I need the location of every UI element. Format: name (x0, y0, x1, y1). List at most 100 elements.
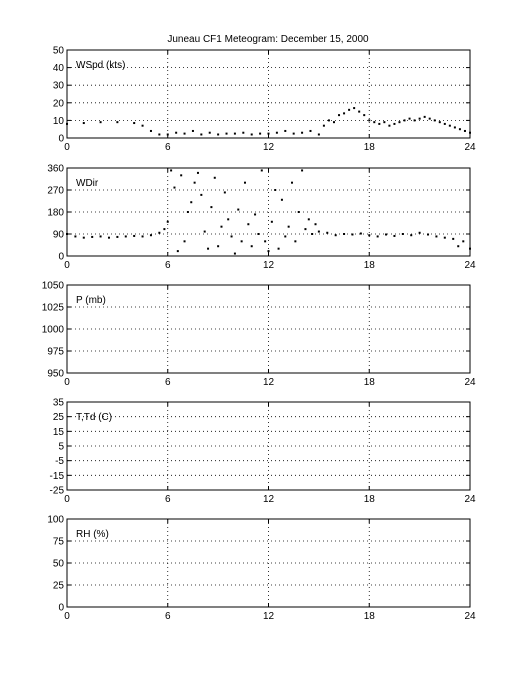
data-point (338, 114, 341, 117)
data-point (393, 122, 396, 125)
data-point (213, 176, 216, 179)
y-tick-label: 360 (47, 164, 64, 175)
data-point (309, 129, 312, 132)
data-point (427, 233, 430, 236)
temp-dewpoint-label: T,Td (C) (76, 412, 112, 423)
data-point (91, 235, 94, 238)
data-point (368, 234, 371, 237)
y-tick-label: -5 (55, 456, 64, 467)
data-point (149, 234, 152, 237)
data-point (186, 211, 189, 213)
x-tick-label: 18 (364, 142, 376, 153)
data-point (284, 235, 287, 238)
wdir-series (66, 169, 471, 255)
data-point (393, 234, 396, 237)
y-tick-label: 50 (53, 559, 65, 570)
data-point (317, 133, 320, 136)
x-tick-label: 0 (64, 142, 70, 153)
data-point (457, 245, 460, 248)
data-point (158, 231, 161, 234)
x-tick-label: 12 (263, 611, 275, 622)
wdir-label: WDir (76, 178, 99, 189)
data-point (230, 235, 233, 238)
y-tick-label: 950 (47, 369, 64, 380)
data-point (401, 233, 404, 235)
data-point (203, 230, 206, 233)
data-point (423, 115, 426, 118)
x-tick-label: 0 (64, 260, 70, 271)
x-tick-label: 18 (364, 260, 376, 271)
y-tick-label: 15 (53, 427, 65, 438)
data-point (183, 240, 186, 243)
data-point (373, 121, 376, 124)
y-tick-label: 100 (47, 515, 64, 526)
data-point (180, 174, 183, 177)
x-tick-label: 24 (464, 142, 476, 153)
data-point (133, 122, 136, 125)
data-point (410, 234, 413, 237)
x-tick-label: 6 (165, 611, 171, 622)
data-point (166, 133, 169, 136)
data-point (326, 231, 329, 234)
data-point (428, 117, 431, 120)
data-point (301, 131, 304, 134)
x-tick-label: 0 (64, 494, 70, 505)
pressure-label: P (mb) (76, 295, 106, 306)
data-point (433, 119, 436, 122)
data-point (304, 228, 307, 231)
data-point (196, 171, 199, 174)
data-point (99, 235, 102, 238)
data-point (403, 119, 406, 122)
data-point (275, 131, 278, 134)
data-point (243, 181, 246, 184)
data-point (175, 131, 178, 134)
data-point (247, 223, 250, 226)
data-point (418, 117, 421, 120)
data-point (190, 201, 193, 204)
wdir-panel: 0 6 12 18 24 0 90 180 270 360 WDir (47, 164, 476, 272)
data-point (307, 218, 310, 221)
x-tick-label: 18 (364, 377, 376, 388)
y-tick-label: 1050 (42, 281, 65, 292)
x-tick-label: 24 (464, 494, 476, 505)
data-point (173, 186, 176, 189)
data-point (291, 181, 294, 184)
wspd-panel: 0 6 12 18 24 0 10 20 30 40 50 WSpd (kts) (53, 46, 476, 154)
x-tick-label: 12 (263, 260, 275, 271)
y-tick-label: -25 (50, 486, 65, 497)
data-point (264, 240, 267, 243)
data-point (74, 235, 77, 238)
data-point (343, 112, 346, 115)
rh-panel: 0 6 12 18 24 0 25 50 75 100 RH (%) (47, 515, 476, 623)
x-tick-label: 6 (165, 494, 171, 505)
temp-dewpoint-panel: 0 6 12 18 24 -25 -15 -5 5 15 25 35 T,Td (C) (50, 398, 476, 506)
data-point (358, 110, 361, 113)
data-point (116, 121, 119, 124)
y-tick-label: 30 (53, 81, 65, 92)
y-tick-label: 1025 (42, 303, 65, 314)
data-point (223, 191, 226, 194)
data-point (270, 220, 273, 223)
data-point (280, 198, 283, 201)
data-point (274, 189, 277, 191)
y-tick-label: 0 (58, 603, 64, 614)
data-point (267, 250, 270, 253)
data-point (82, 122, 85, 125)
x-tick-label: 18 (364, 611, 376, 622)
y-tick-label: 25 (53, 412, 65, 423)
y-tick-label: 35 (53, 398, 65, 409)
data-point (220, 225, 223, 228)
y-tick-label: 5 (58, 442, 64, 453)
data-point (311, 233, 314, 235)
data-point (193, 181, 196, 184)
data-point (317, 230, 320, 233)
data-point (453, 126, 456, 129)
data-point (99, 121, 102, 124)
y-tick-label: 50 (53, 46, 65, 57)
data-point (413, 119, 416, 122)
y-tick-label: 975 (47, 347, 64, 358)
data-point (418, 231, 421, 234)
data-point (297, 211, 300, 213)
data-point (443, 122, 446, 125)
